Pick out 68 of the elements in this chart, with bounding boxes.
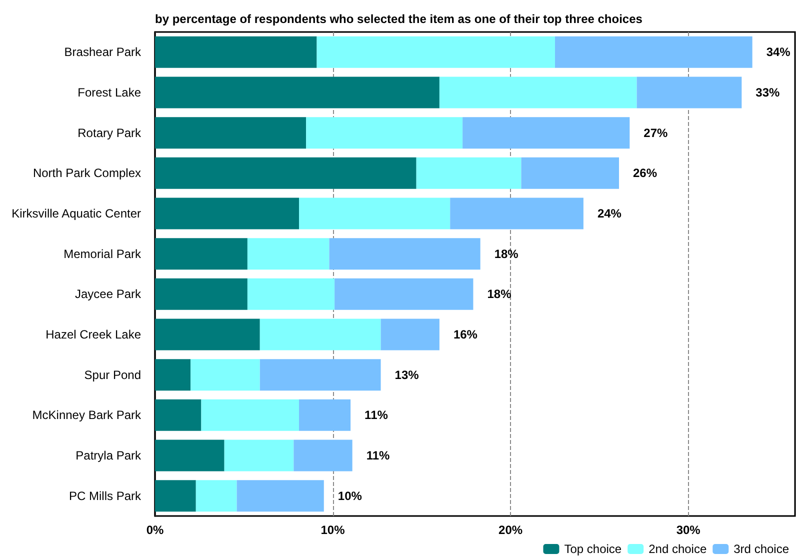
bar	[155, 318, 260, 350]
bar	[462, 117, 630, 149]
bar	[155, 278, 248, 310]
total-label: 13%	[394, 368, 420, 382]
x-tick-label: 0%	[146, 523, 164, 537]
y-tick-label: PC Mills Park	[68, 488, 142, 503]
bar	[636, 76, 742, 108]
x-tick-label: 20%	[498, 523, 523, 537]
bar	[247, 278, 335, 310]
bar	[196, 480, 237, 512]
bar	[294, 440, 352, 472]
total-label: 33%	[756, 86, 780, 100]
bar	[555, 36, 752, 68]
bar	[380, 318, 440, 350]
y-tick-label: Forest Lake	[78, 86, 142, 100]
chart-title: by percentage of respondents who selected the item as one of their top three choices	[155, 12, 643, 26]
total-label: 18%	[487, 287, 512, 302]
x-tick-label: 30%	[676, 523, 701, 537]
bar	[155, 440, 224, 472]
bar	[439, 76, 637, 108]
total-label: 10%	[338, 488, 362, 503]
bar	[329, 238, 480, 270]
y-tick-label: Brashear Park	[64, 45, 142, 60]
bar	[299, 399, 351, 431]
bar	[224, 440, 294, 472]
total-label: 11%	[364, 408, 388, 422]
legend-label: Top choice	[564, 542, 622, 556]
bar	[155, 480, 196, 512]
total-label: 16%	[453, 328, 478, 342]
legend-label: 3rd choice	[734, 542, 790, 556]
bar	[155, 157, 416, 189]
total-label: 11%	[366, 448, 390, 462]
bar	[201, 399, 299, 431]
bar	[236, 480, 324, 512]
bar	[299, 198, 450, 230]
bar	[521, 157, 619, 189]
bar	[155, 76, 440, 108]
bar	[334, 278, 474, 310]
bar	[155, 359, 191, 391]
total-label: 18%	[494, 246, 519, 261]
bar	[155, 238, 248, 270]
y-tick-label: North Park Complex	[32, 166, 141, 180]
bar	[260, 359, 381, 391]
bar	[260, 318, 381, 350]
y-tick-label: Patryla Park	[76, 448, 142, 462]
y-tick-label: Kirksville Aquatic Center	[12, 206, 141, 220]
x-tick-label: 10%	[320, 523, 346, 537]
bar	[306, 117, 463, 149]
total-label: 34%	[766, 45, 791, 60]
legend-label: 2nd choice	[648, 542, 707, 556]
bar	[316, 36, 555, 68]
y-tick-label: Spur Pond	[84, 368, 141, 382]
bar	[155, 36, 317, 68]
total-label: 24%	[597, 206, 622, 220]
y-tick-label: Jaycee Park	[74, 287, 142, 302]
bar	[416, 157, 522, 189]
y-tick-label: Memorial Park	[64, 246, 142, 261]
total-label: 27%	[644, 126, 668, 140]
total-label: 26%	[633, 166, 658, 180]
y-tick-label: McKinney Bark Park	[32, 408, 142, 422]
bar	[155, 117, 306, 149]
bar	[450, 198, 584, 230]
bar	[155, 399, 202, 431]
y-tick-label: Hazel Creek Lake	[46, 328, 142, 342]
bar	[155, 198, 299, 230]
bar	[247, 238, 330, 270]
bar	[190, 359, 260, 391]
y-tick-label: Rotary Park	[78, 126, 142, 140]
